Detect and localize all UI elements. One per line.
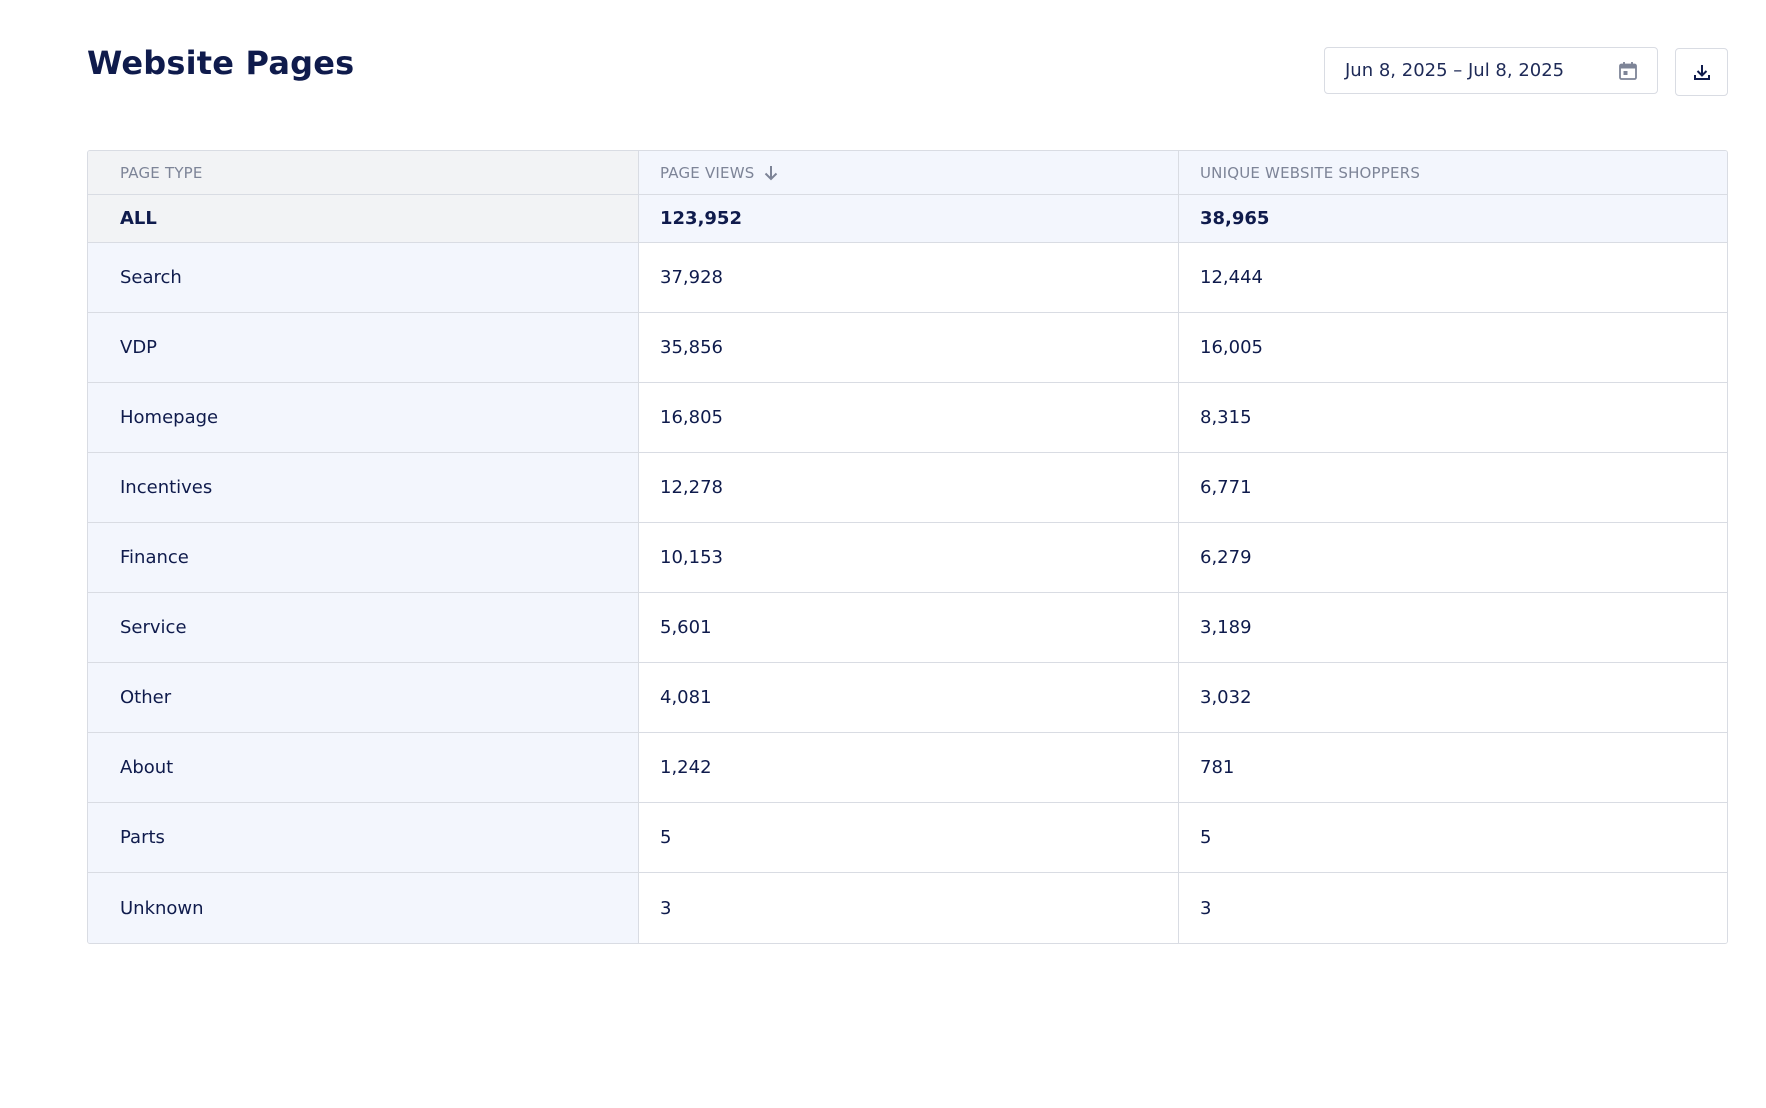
table-row: Unknown 3 3 — [88, 873, 1727, 943]
download-icon — [1693, 65, 1710, 80]
page-type-cell: VDP — [88, 313, 639, 382]
page-type-cell: Homepage — [88, 383, 639, 452]
page-views-cell: 12,278 — [639, 453, 1179, 522]
table-row: Homepage 16,805 8,315 — [88, 383, 1727, 453]
page-type-cell: About — [88, 733, 639, 802]
table-row: About 1,242 781 — [88, 733, 1727, 803]
download-button[interactable] — [1675, 48, 1728, 96]
page-views-cell: 10,153 — [639, 523, 1179, 592]
page-views-cell: 5 — [639, 803, 1179, 872]
table-row: Service 5,601 3,189 — [88, 593, 1727, 663]
unique-shoppers-cell: 8,315 — [1179, 383, 1727, 452]
page-views-cell: 35,856 — [639, 313, 1179, 382]
unique-shoppers-cell: 12,444 — [1179, 243, 1727, 312]
page-views-cell: 16,805 — [639, 383, 1179, 452]
page-type-cell: Parts — [88, 803, 639, 872]
page-type-cell: Incentives — [88, 453, 639, 522]
table-row: Incentives 12,278 6,771 — [88, 453, 1727, 523]
table-row: Search 37,928 12,444 — [88, 243, 1727, 313]
page-type-cell: Other — [88, 663, 639, 732]
table-row: VDP 35,856 16,005 — [88, 313, 1727, 383]
column-header-label: PAGE VIEWS — [660, 163, 755, 182]
page-type-cell: Service — [88, 593, 639, 662]
page-title: Website Pages — [87, 44, 355, 82]
page-type-cell: Unknown — [88, 873, 639, 943]
unique-shoppers-cell: 5 — [1179, 803, 1727, 872]
table-row: Finance 10,153 6,279 — [88, 523, 1727, 593]
unique-shoppers-cell: 3,189 — [1179, 593, 1727, 662]
arrow-down-icon — [765, 165, 778, 180]
table-total-row: ALL 123,952 38,965 — [88, 195, 1727, 243]
total-page-type: ALL — [88, 195, 639, 242]
unique-shoppers-cell: 3,032 — [1179, 663, 1727, 732]
page-views-cell: 1,242 — [639, 733, 1179, 802]
date-range-picker[interactable]: Jun 8, 2025 – Jul 8, 2025 — [1324, 47, 1658, 94]
unique-shoppers-cell: 3 — [1179, 873, 1727, 943]
page-type-table: PAGE TYPE PAGE VIEWS UNIQUE WEBSITE SHOP… — [87, 150, 1728, 944]
page-type-cell: Search — [88, 243, 639, 312]
page-views-cell: 5,601 — [639, 593, 1179, 662]
page-views-cell: 3 — [639, 873, 1179, 943]
date-range-value: Jun 8, 2025 – Jul 8, 2025 — [1345, 60, 1565, 81]
page-views-cell: 4,081 — [639, 663, 1179, 732]
table-row: Parts 5 5 — [88, 803, 1727, 873]
calendar-icon[interactable] — [1618, 61, 1638, 81]
total-unique-shoppers: 38,965 — [1179, 195, 1727, 242]
page-type-cell: Finance — [88, 523, 639, 592]
column-header-page-type[interactable]: PAGE TYPE — [88, 151, 639, 194]
page-views-cell: 37,928 — [639, 243, 1179, 312]
unique-shoppers-cell: 16,005 — [1179, 313, 1727, 382]
total-page-views: 123,952 — [639, 195, 1179, 242]
column-header-unique-shoppers[interactable]: UNIQUE WEBSITE SHOPPERS — [1179, 151, 1727, 194]
column-header-page-views[interactable]: PAGE VIEWS — [639, 151, 1179, 194]
table-row: Other 4,081 3,032 — [88, 663, 1727, 733]
table-header-row: PAGE TYPE PAGE VIEWS UNIQUE WEBSITE SHOP… — [88, 151, 1727, 195]
unique-shoppers-cell: 6,279 — [1179, 523, 1727, 592]
unique-shoppers-cell: 6,771 — [1179, 453, 1727, 522]
unique-shoppers-cell: 781 — [1179, 733, 1727, 802]
